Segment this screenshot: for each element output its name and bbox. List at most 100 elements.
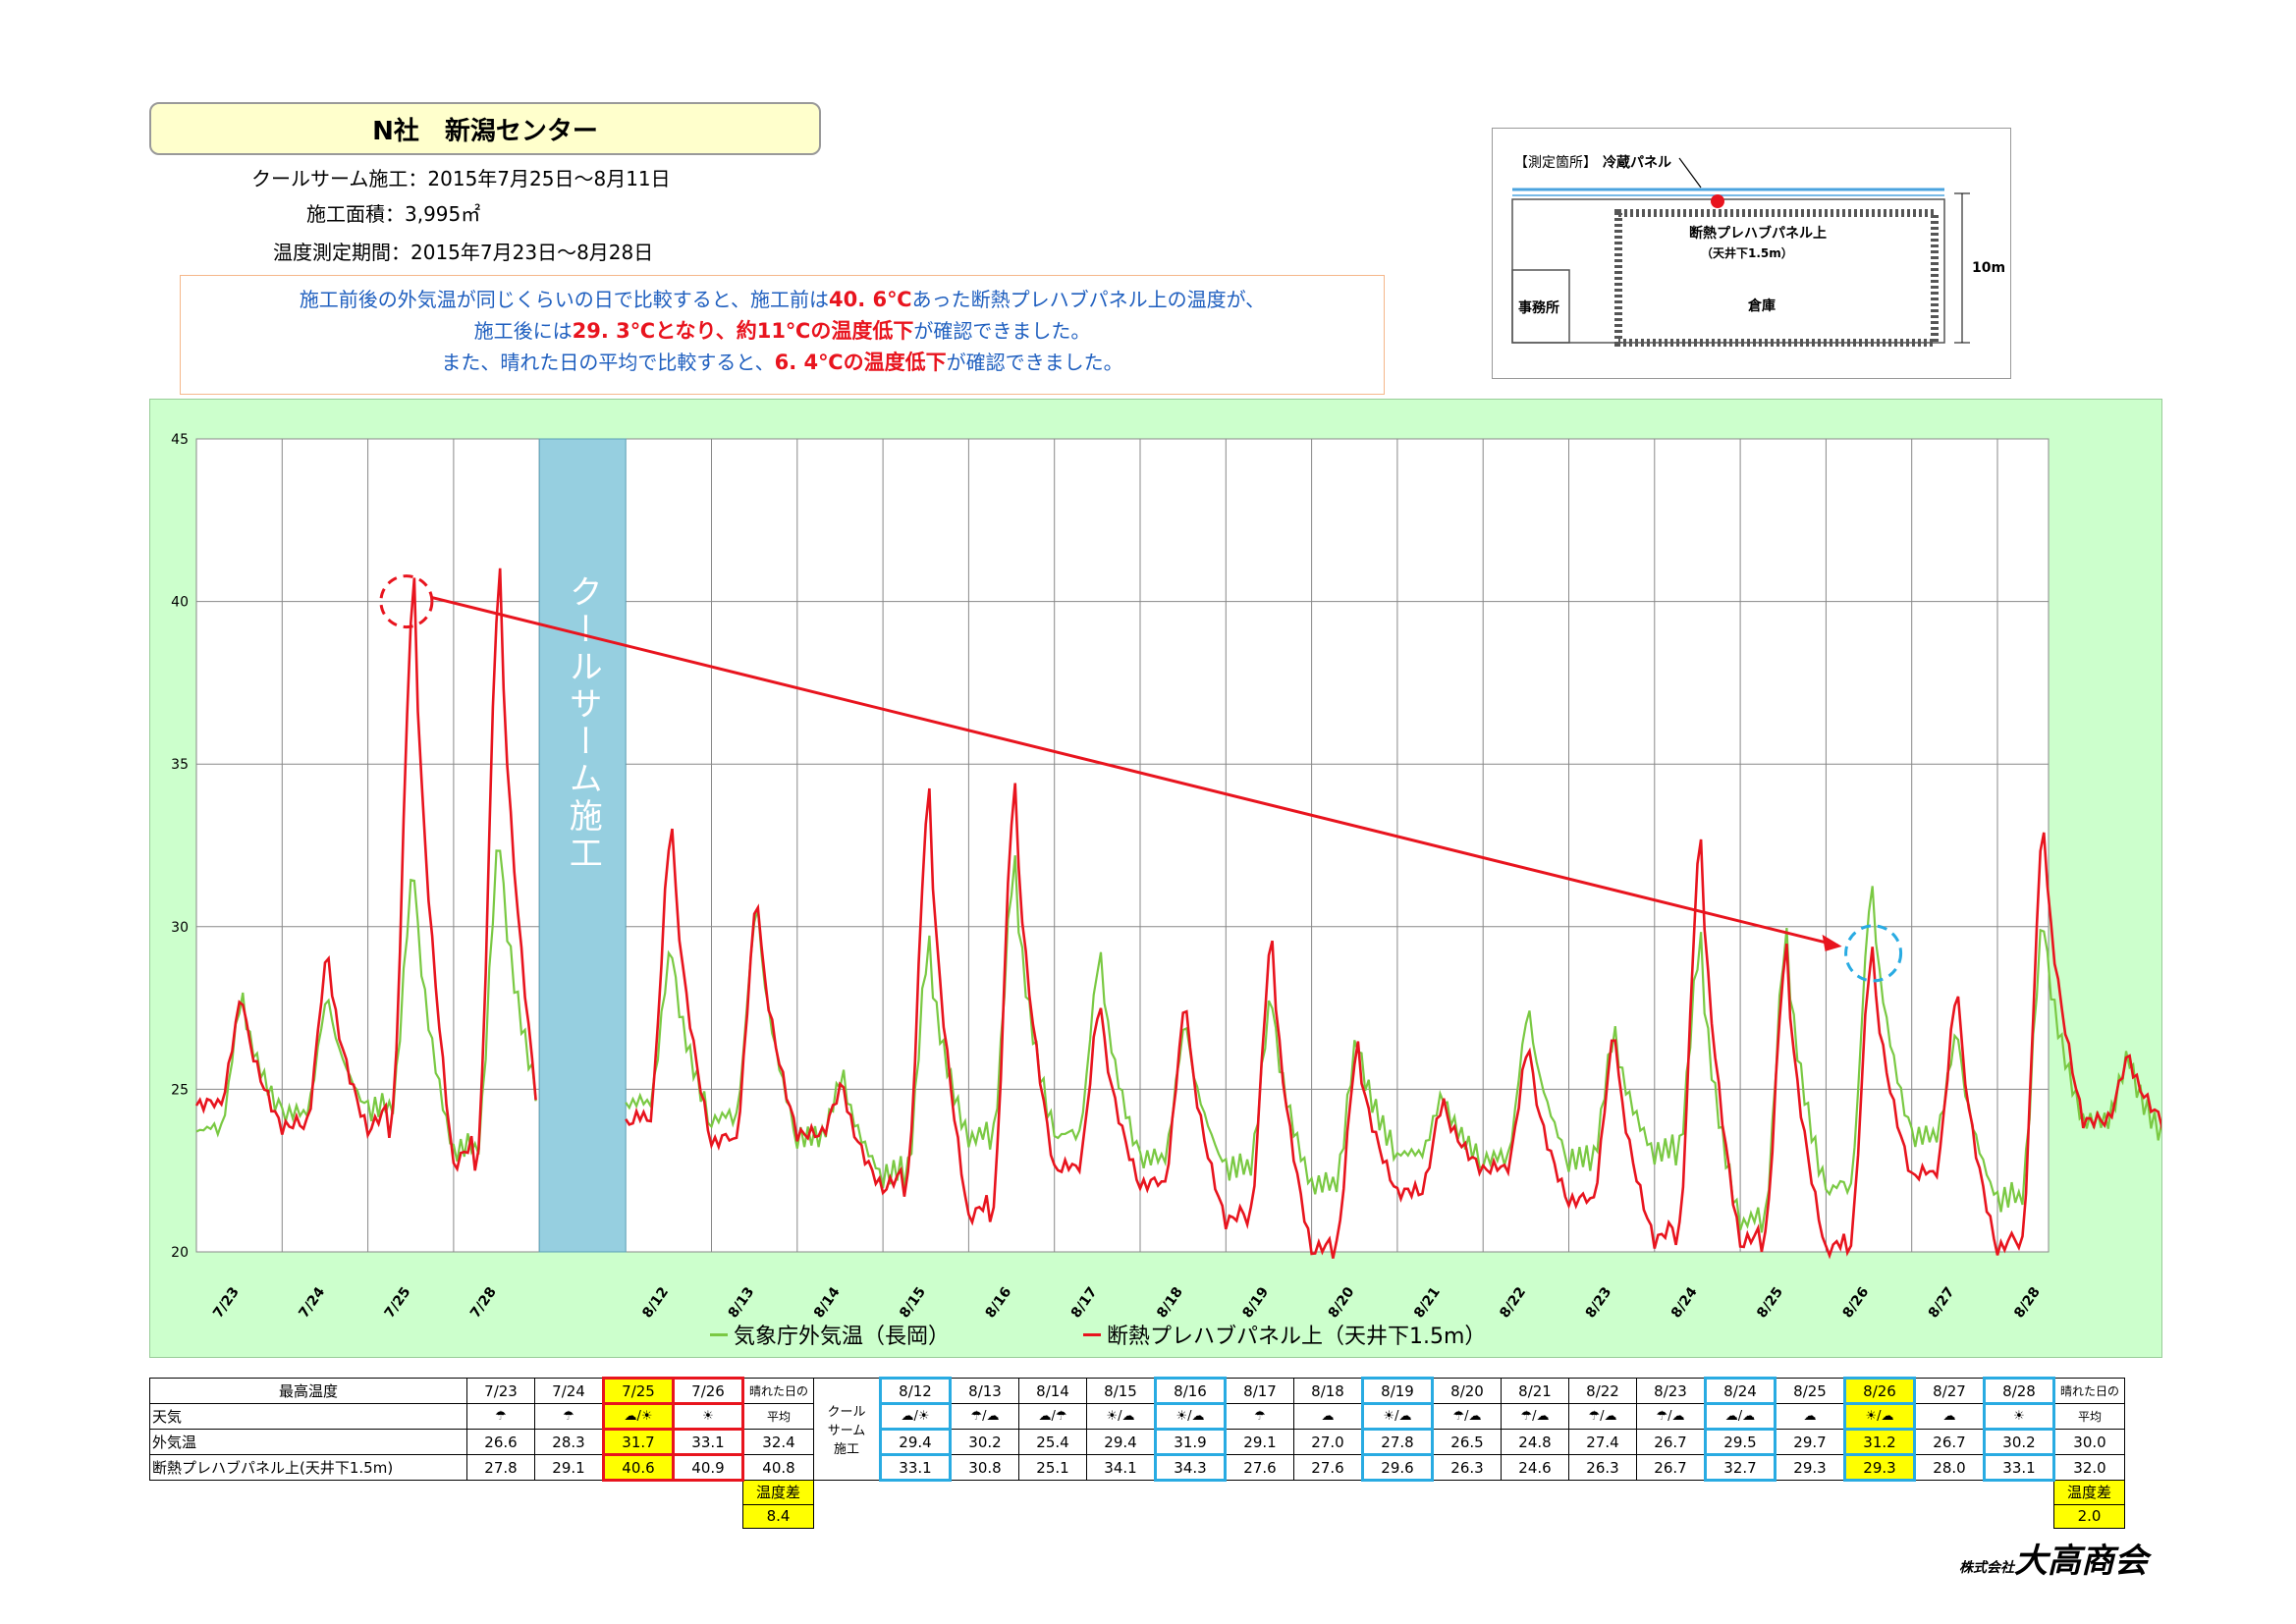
table-value-cell: 30.8 <box>950 1454 1019 1481</box>
measurement-period: 温度測定期間：2015年7月23日～8月28日 <box>273 241 654 264</box>
table-outside-row: 外気温 26.6 28.3 31.7 33.1 32.4 29.4 30.2 25.4 29.4 3… <box>149 1428 2125 1456</box>
x-tick-label: 8/12 <box>639 1284 672 1321</box>
table-value-cell: ☂/☁ <box>1568 1403 1637 1430</box>
table-value-cell: 24.8 <box>1501 1429 1569 1455</box>
table-value-cell: 31.7 <box>602 1428 675 1456</box>
table-value-cell: 26.3 <box>1432 1454 1502 1481</box>
legend-label: 断熱プレハブパネル上（天井下1.5m） <box>1107 1325 1487 1349</box>
table-value-cell: 8/20 <box>1432 1378 1502 1404</box>
x-tick-label: 8/28 <box>2011 1284 2044 1321</box>
legend-swatch-red <box>1083 1332 1101 1336</box>
legend-swatch-green <box>710 1332 728 1336</box>
comparison-arrow-head <box>1822 934 1842 951</box>
y-tick-label: 30 <box>171 920 189 936</box>
table-average-cell: 晴れた日の <box>2053 1378 2125 1404</box>
table-value-cell: 32.7 <box>1704 1453 1777 1482</box>
table-value-cell: 8/17 <box>1225 1378 1294 1404</box>
x-tick-label: 7/24 <box>296 1284 328 1322</box>
x-tick-label: 8/24 <box>1668 1284 1701 1322</box>
table-value-cell: ☂ <box>466 1403 535 1430</box>
sensor-sublabel: （天井下1.5m） <box>1701 246 1793 260</box>
table-value-cell: 25.4 <box>1018 1429 1087 1455</box>
table-value-cell: ☁/☀ <box>602 1402 675 1431</box>
x-tick-label: 8/17 <box>1068 1284 1101 1321</box>
table-value-cell: ☂ <box>534 1403 604 1430</box>
table-value-cell: 26.7 <box>1636 1454 1706 1481</box>
table-value-cell: 26.5 <box>1432 1429 1502 1455</box>
table-value-cell: 27.8 <box>466 1454 535 1481</box>
table-value-cell: ☁ <box>1293 1403 1363 1430</box>
comparison-arrow-line <box>431 596 1838 947</box>
table-value-cell: 29.7 <box>1775 1429 1845 1455</box>
table-value-cell: 7/24 <box>534 1378 604 1404</box>
table-value-cell: ☁ <box>1914 1403 1985 1430</box>
construction-band <box>538 438 627 1253</box>
construction-period: クールサーム施工：2015年7月25日～8月11日 <box>251 167 671 190</box>
table-construction-label: クール サーム 施工 <box>813 1378 881 1481</box>
measurement-diagram: 【測定箇所】 冷蔵パネル 断熱プレハブパネル上 （天井下1.5m） 10m 事務… <box>1492 128 2011 379</box>
before-highlight-circle <box>379 574 434 629</box>
table-diff-value-row: 8.4 2.0 <box>150 1503 2125 1529</box>
table-value-cell: ☀/☁ <box>1086 1403 1156 1430</box>
note-highlight: 29. 3℃となり、約11℃の温度低下 <box>572 319 914 343</box>
table-value-cell: ☀ <box>1983 1402 2055 1431</box>
table-value-cell: 29.3 <box>1775 1454 1845 1481</box>
table-value-cell: 7/25 <box>602 1377 675 1405</box>
table-average-cell: 32.4 <box>742 1429 814 1455</box>
table-diff-cell: 温度差 <box>742 1480 814 1505</box>
note-text: が確認できました。 <box>913 319 1091 343</box>
x-tick-label: 7/23 <box>210 1284 243 1321</box>
legend-outside: 気象庁外気温（長岡） <box>710 1319 950 1350</box>
x-tick-label: 8/18 <box>1154 1284 1186 1321</box>
table-row-label: 断熱プレハブパネル上(天井下1.5m) <box>149 1454 467 1481</box>
x-tick-label: 8/16 <box>983 1284 1015 1321</box>
table-value-cell: 27.0 <box>1293 1429 1363 1455</box>
warehouse-label: 倉庫 <box>1748 298 1776 314</box>
table-average-cell: 平均 <box>742 1403 814 1430</box>
x-tick-label: 8/14 <box>811 1284 844 1322</box>
table-value-cell: ☂/☁ <box>1432 1403 1502 1430</box>
table-value-cell: 8/26 <box>1843 1377 1916 1405</box>
logo-name: 大高商会 <box>2014 1542 2148 1581</box>
table-value-cell: ☀/☁ <box>1843 1402 1916 1431</box>
table-value-cell: ☀ <box>672 1402 744 1431</box>
table-value-cell: 8/28 <box>1983 1377 2055 1405</box>
temperature-chart-area: 20 25 30 35 40 45 クールサーム施工 7/23 7/24 7/25 7/28 8/12… <box>149 399 2253 1358</box>
page-title: N社 新潟センター <box>149 102 821 155</box>
table-value-cell: 8/22 <box>1568 1378 1637 1404</box>
table-value-cell: 8/16 <box>1154 1377 1227 1405</box>
result-note: 施工前後の外気温が同じくらいの日で比較すると、施工前は40. 6℃あった断熱プレ… <box>180 275 1385 395</box>
table-value-cell: 30.2 <box>950 1429 1019 1455</box>
table-value-cell: ☂/☁ <box>950 1403 1019 1430</box>
table-spacer <box>814 1504 2054 1528</box>
table-value-cell: 34.3 <box>1154 1453 1227 1482</box>
office-label: 事務所 <box>1518 300 1559 316</box>
table-value-cell: ☂/☁ <box>1636 1403 1706 1430</box>
max-temperature-table: 最高温度 7/23 7/24 7/25 7/26 晴れた日の クール サーム 施工 8/12 8… <box>149 1377 2125 1529</box>
table-average-cell: 32.0 <box>2053 1454 2125 1481</box>
table-value-cell: 8/13 <box>950 1378 1019 1404</box>
diagram-heading: 【測定箇所】 <box>1514 155 1597 171</box>
after-highlight-circle <box>1844 924 1903 983</box>
table-average-cell: 平均 <box>2053 1403 2125 1430</box>
table-average-cell: 晴れた日の <box>742 1378 814 1404</box>
construction-area: 施工面積：3,995㎡ <box>306 202 481 226</box>
legend-panel: 断熱プレハブパネル上（天井下1.5m） <box>1083 1319 1486 1350</box>
temperature-chart: 20 25 30 35 40 45 クールサーム施工 7/23 7/24 7/25 7/28 8/12… <box>171 432 2253 1322</box>
table-value-cell: ☁ <box>1775 1403 1845 1430</box>
table-value-cell: 40.6 <box>602 1453 675 1482</box>
table-value-cell: 27.8 <box>1361 1428 1434 1456</box>
table-value-cell: 29.6 <box>1361 1453 1434 1482</box>
table-value-cell: 28.0 <box>1914 1454 1985 1481</box>
x-tick-label: 8/26 <box>1840 1284 1873 1321</box>
note-text: あった断熱プレハブパネル上の温度が、 <box>911 288 1266 311</box>
table-value-cell: 27.6 <box>1293 1454 1363 1481</box>
table-diff-cell: 温度差 <box>2053 1480 2125 1505</box>
table-value-cell: 8/24 <box>1704 1377 1777 1405</box>
y-tick-label: 20 <box>171 1245 189 1261</box>
table-value-cell: 8/23 <box>1636 1378 1706 1404</box>
y-tick-label: 35 <box>171 757 189 773</box>
table-value-cell: 8/14 <box>1018 1378 1087 1404</box>
building-outline <box>1511 198 1945 344</box>
table-value-cell: 29.1 <box>534 1454 604 1481</box>
